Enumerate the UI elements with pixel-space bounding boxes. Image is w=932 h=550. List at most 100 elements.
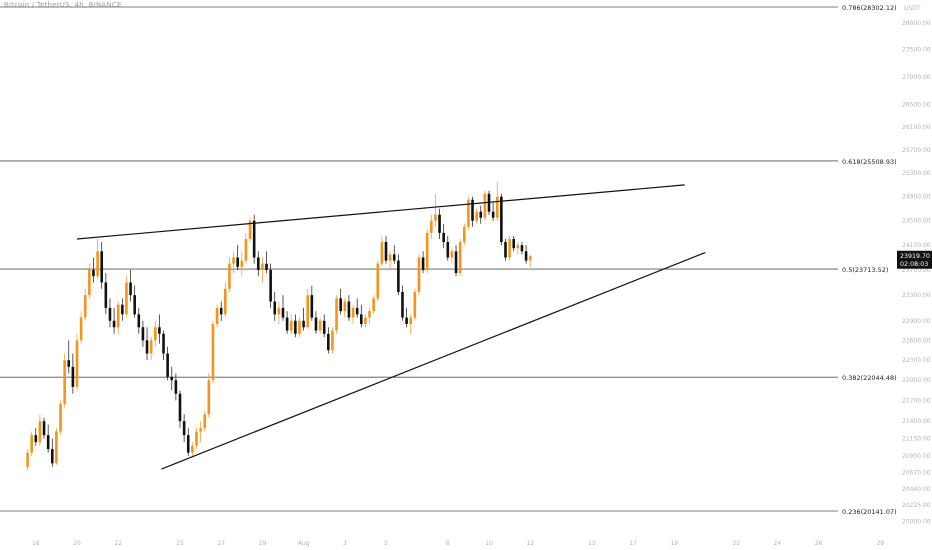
y-tick-label: 20900.00 xyxy=(902,453,931,460)
candle-body xyxy=(281,307,285,318)
candle xyxy=(59,400,62,436)
candle xyxy=(26,449,29,471)
x-tick-label: 20 xyxy=(73,540,81,547)
candle xyxy=(347,295,351,321)
candle-body xyxy=(376,263,380,299)
price-axis[interactable]: USDT 28000.00 27500.00 27000.00 26500.00 2610… xyxy=(902,5,931,525)
trendline-upper xyxy=(76,184,685,240)
candle xyxy=(508,235,511,261)
candle xyxy=(294,314,297,338)
candle xyxy=(104,273,108,315)
candle xyxy=(438,208,441,239)
candle-body xyxy=(191,445,194,453)
candle-body xyxy=(355,307,359,315)
candle xyxy=(96,238,99,280)
candle-body xyxy=(479,211,483,218)
candle-body xyxy=(240,260,244,267)
currency-label: USDT xyxy=(904,5,921,12)
candle xyxy=(30,431,33,457)
candle-body xyxy=(79,317,83,341)
candle-body xyxy=(199,428,202,432)
candle-body xyxy=(285,317,289,331)
x-tick-label: 8 xyxy=(446,540,450,547)
candle xyxy=(199,421,202,443)
fib-label: 0.618(25508.93) xyxy=(842,158,897,166)
candle xyxy=(306,288,310,329)
candle xyxy=(318,317,322,334)
x-tick-label: 17 xyxy=(629,540,637,547)
candle-body xyxy=(401,291,404,318)
candle-body xyxy=(351,307,355,318)
y-tick-label: 23700.00 xyxy=(902,267,931,274)
y-tick-label: 25700.00 xyxy=(902,147,931,154)
candle xyxy=(388,251,392,270)
candle-body xyxy=(454,251,458,274)
y-tick-label: 26500.00 xyxy=(902,101,931,108)
candle-body xyxy=(26,452,29,467)
candle-body xyxy=(166,353,169,377)
candle-body xyxy=(450,251,454,258)
candle-body xyxy=(339,298,342,312)
candle xyxy=(368,307,371,325)
candle xyxy=(298,317,301,338)
candle-body xyxy=(141,327,145,341)
candle-body xyxy=(121,304,124,315)
candle-body xyxy=(298,320,301,334)
candle xyxy=(158,314,161,344)
candle-body xyxy=(145,340,149,354)
candle xyxy=(170,366,174,391)
candle xyxy=(450,248,454,264)
fib-label: 0.236(20141.07) xyxy=(842,508,897,516)
candle xyxy=(269,263,272,308)
candle-body xyxy=(384,242,388,261)
candle-body xyxy=(430,220,433,233)
x-tick-label: 19 xyxy=(671,540,679,547)
candle-body xyxy=(149,340,153,354)
fib-label: 0.786(28302.12) xyxy=(842,4,897,12)
candle-body xyxy=(42,421,46,436)
candle xyxy=(479,205,483,224)
x-tick-label: 10 xyxy=(485,540,493,547)
candle-body xyxy=(409,317,413,325)
candle-body xyxy=(265,263,268,270)
candle xyxy=(491,202,495,221)
candle-body xyxy=(59,403,62,432)
candle xyxy=(71,353,75,394)
candle xyxy=(112,307,116,334)
candle-body xyxy=(475,211,478,221)
candle xyxy=(244,232,248,264)
candle-body xyxy=(248,220,252,239)
x-tick-label: 26 xyxy=(815,540,823,547)
candle xyxy=(417,254,421,296)
time-axis[interactable]: 18 20 22 25 27 29 Aug 3 5 8 10 12 15 17 19 22 24 26 29 xyxy=(32,540,884,547)
candle-body xyxy=(388,254,392,261)
candle-body xyxy=(528,256,532,261)
candle xyxy=(252,214,256,264)
candle-body xyxy=(195,431,198,446)
candle xyxy=(310,285,314,321)
candle-body xyxy=(228,263,231,289)
x-tick-label: 29 xyxy=(877,540,885,547)
y-tick-label: 21400.00 xyxy=(902,418,931,425)
candle-body xyxy=(92,269,95,277)
candle xyxy=(421,251,425,274)
y-tick-label: 23300.00 xyxy=(902,292,931,299)
candle xyxy=(211,320,215,384)
candle-body xyxy=(83,295,87,318)
candle xyxy=(203,410,207,432)
candle-body xyxy=(108,307,112,321)
candle-body xyxy=(327,333,330,351)
candle-body xyxy=(524,251,528,261)
fib-label: 0.5(23713.52) xyxy=(842,266,888,274)
candle-body xyxy=(63,360,66,404)
y-tick-label: 24900.00 xyxy=(902,194,931,201)
candle xyxy=(285,311,289,334)
candle xyxy=(121,298,124,321)
candle xyxy=(63,353,66,408)
candle-body xyxy=(294,320,297,334)
x-tick-label: 12 xyxy=(526,540,534,547)
candle-body xyxy=(236,257,239,267)
y-tick-label: 21150.00 xyxy=(902,436,931,443)
